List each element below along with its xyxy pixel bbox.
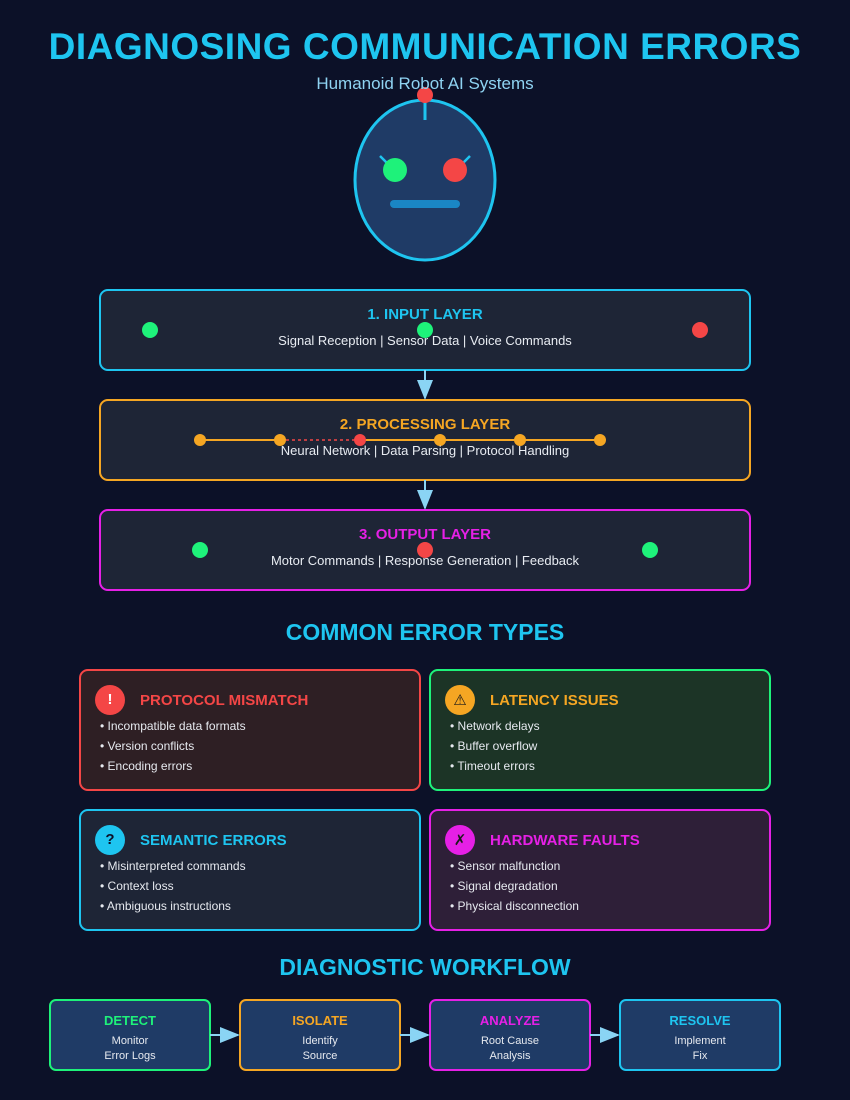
workflow-step-line: Fix [692, 1050, 708, 1062]
error-item: • Sensor malfunction [450, 859, 561, 873]
error-item: • Encoding errors [100, 759, 193, 773]
exclamation-glyph: ! [107, 691, 113, 708]
error-item: • Timeout errors [450, 759, 535, 773]
right-eye [443, 158, 467, 182]
workflow-step-line: Source [302, 1050, 338, 1062]
error-card-hardware [429, 809, 771, 931]
workflow-step-title: ANALYZE [479, 1013, 541, 1028]
error-item: • Context loss [100, 879, 174, 893]
input-layer-description: Signal Reception | Sensor Data | Voice C… [278, 333, 572, 348]
error-item: • Physical disconnection [450, 899, 579, 913]
cross-glyph: ✗ [453, 832, 467, 849]
processing-layer-description: Neural Network | Data Parsing | Protocol… [280, 443, 570, 458]
neural-node [434, 434, 446, 446]
page-title: DIAGNOSING COMMUNICATION ERRORS [48, 26, 802, 67]
error-item: • Ambiguous instructions [100, 899, 231, 913]
workflow-step-line: Error Logs [104, 1050, 156, 1062]
neural-node [274, 434, 286, 446]
input-status-dot [692, 322, 708, 338]
neural-node-error [354, 434, 366, 446]
exclamation-icon [95, 685, 125, 715]
workflow-step-resolve [619, 999, 781, 1071]
workflow-step-line: Analysis [489, 1050, 531, 1062]
output-layer-description: Motor Commands | Response Generation | F… [270, 553, 580, 568]
neural-node [194, 434, 206, 446]
error-card-protocol [79, 669, 421, 791]
error-item: • Incompatible data formats [100, 719, 246, 733]
error-title-hardware: HARDWARE FAULTS [490, 832, 640, 849]
workflow-title: DIAGNOSTIC WORKFLOW [279, 954, 571, 980]
input-layer-title: 1. INPUT LAYER [367, 306, 483, 323]
warning-icon [445, 685, 475, 715]
workflow-step-title: RESOLVE [669, 1013, 731, 1028]
question-glyph: ? [105, 831, 115, 848]
error-item: • Network delays [450, 719, 540, 733]
output-status-dot [642, 542, 658, 558]
output-status-dot [192, 542, 208, 558]
left-eye [383, 158, 407, 182]
error-item: • Buffer overflow [450, 739, 538, 753]
input-status-dot [417, 322, 433, 338]
neural-node [594, 434, 606, 446]
neural-node-chain [194, 434, 606, 446]
page-subtitle: Humanoid Robot AI Systems [316, 74, 534, 93]
output-layer-title: 3. OUTPUT LAYER [359, 526, 491, 543]
warning-glyph: ⚠ [453, 692, 467, 709]
output-status-dot [417, 542, 433, 558]
robot-mouth [390, 200, 460, 208]
error-item: • Version conflicts [100, 739, 195, 753]
robot-head-icon [353, 87, 497, 262]
workflow-step-line: Implement [674, 1035, 726, 1047]
error-title-semantic: SEMANTIC ERRORS [140, 832, 287, 849]
question-icon [95, 825, 125, 855]
workflow-step-title: ISOLATE [292, 1013, 348, 1028]
workflow-step-line: Root Cause [480, 1035, 540, 1047]
error-item: • Signal degradation [450, 879, 558, 893]
cross-icon [445, 825, 475, 855]
workflow-step-title: DETECT [104, 1013, 156, 1028]
error-section-title: COMMON ERROR TYPES [285, 619, 565, 645]
input-status-dot [142, 322, 158, 338]
neural-node [514, 434, 526, 446]
workflow-step-line: Identify [302, 1035, 338, 1047]
processing-layer-title: 2. PROCESSING LAYER [339, 416, 511, 433]
error-title-protocol: PROTOCOL MISMATCH [140, 692, 309, 709]
error-item: • Misinterpreted commands [100, 859, 246, 873]
workflow-step-line: Monitor [111, 1035, 149, 1047]
error-card-semantic [79, 809, 421, 931]
antenna-light [417, 87, 433, 103]
error-card-latency [429, 669, 771, 791]
error-title-latency: LATENCY ISSUES [490, 692, 619, 709]
